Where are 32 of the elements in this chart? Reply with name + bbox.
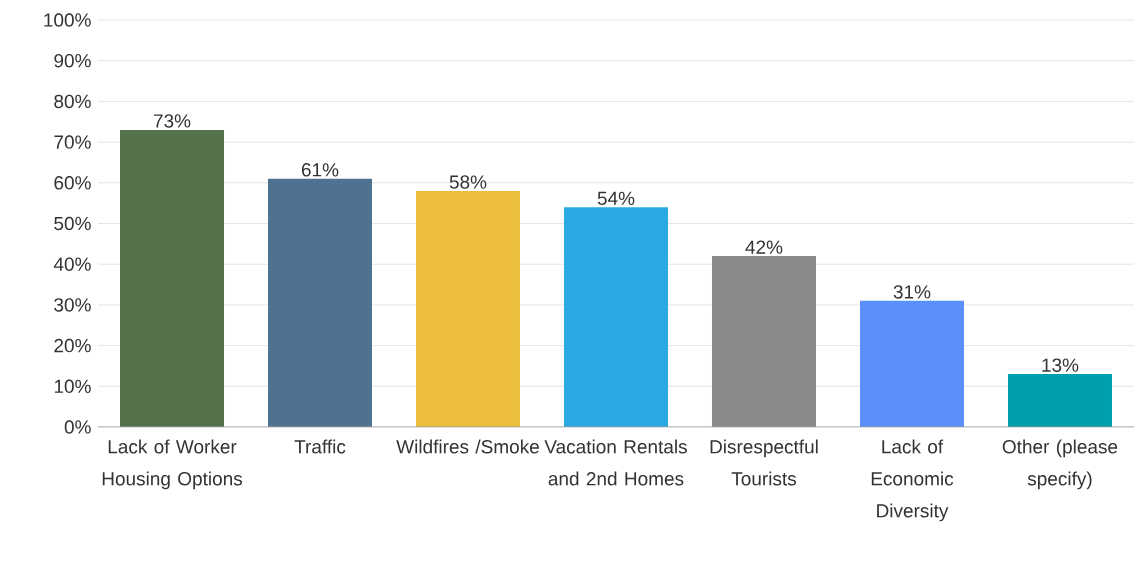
y-tick-label: 100% <box>44 13 91 27</box>
data-label: 73% <box>153 114 191 128</box>
bar <box>120 129 224 427</box>
data-label: 31% <box>893 285 931 299</box>
bar <box>1007 374 1112 427</box>
y-tick-label: 20% <box>54 338 91 353</box>
y-tick-label: 80% <box>54 94 91 109</box>
x-tick-label: Lack of Worker Housing Options <box>102 439 243 490</box>
y-tick-label: 60% <box>54 176 91 190</box>
x-tick-label: Vacation Rentals and 2nd Homes <box>544 439 687 486</box>
x-tick-label: Other (please specify) <box>1002 439 1118 490</box>
bar <box>563 207 668 427</box>
y-tick-label: 50% <box>54 216 91 231</box>
data-label: 58% <box>449 175 487 189</box>
data-label: 13% <box>1042 358 1079 372</box>
y-tick-label: 10% <box>54 379 91 394</box>
bar <box>415 190 520 427</box>
x-tick-label: Wildfires /Smoke <box>396 439 539 454</box>
y-tick-label: 30% <box>54 298 91 312</box>
x-tick-label: Disrespectful Tourists <box>710 439 818 486</box>
bar <box>859 300 964 427</box>
y-tick-label: 90% <box>54 53 91 68</box>
bar <box>268 178 372 427</box>
bar <box>711 256 816 427</box>
y-tick-label: 40% <box>53 257 91 271</box>
y-tick-label: 0% <box>64 420 91 434</box>
data-label: 54% <box>597 191 635 206</box>
data-label: 42% <box>745 240 783 254</box>
y-tick-label: 70% <box>54 135 91 149</box>
x-tick-label: Traffic <box>294 439 346 454</box>
x-tick-label: Lack of Economic Diversity <box>871 439 954 522</box>
data-label: 61% <box>301 163 339 177</box>
